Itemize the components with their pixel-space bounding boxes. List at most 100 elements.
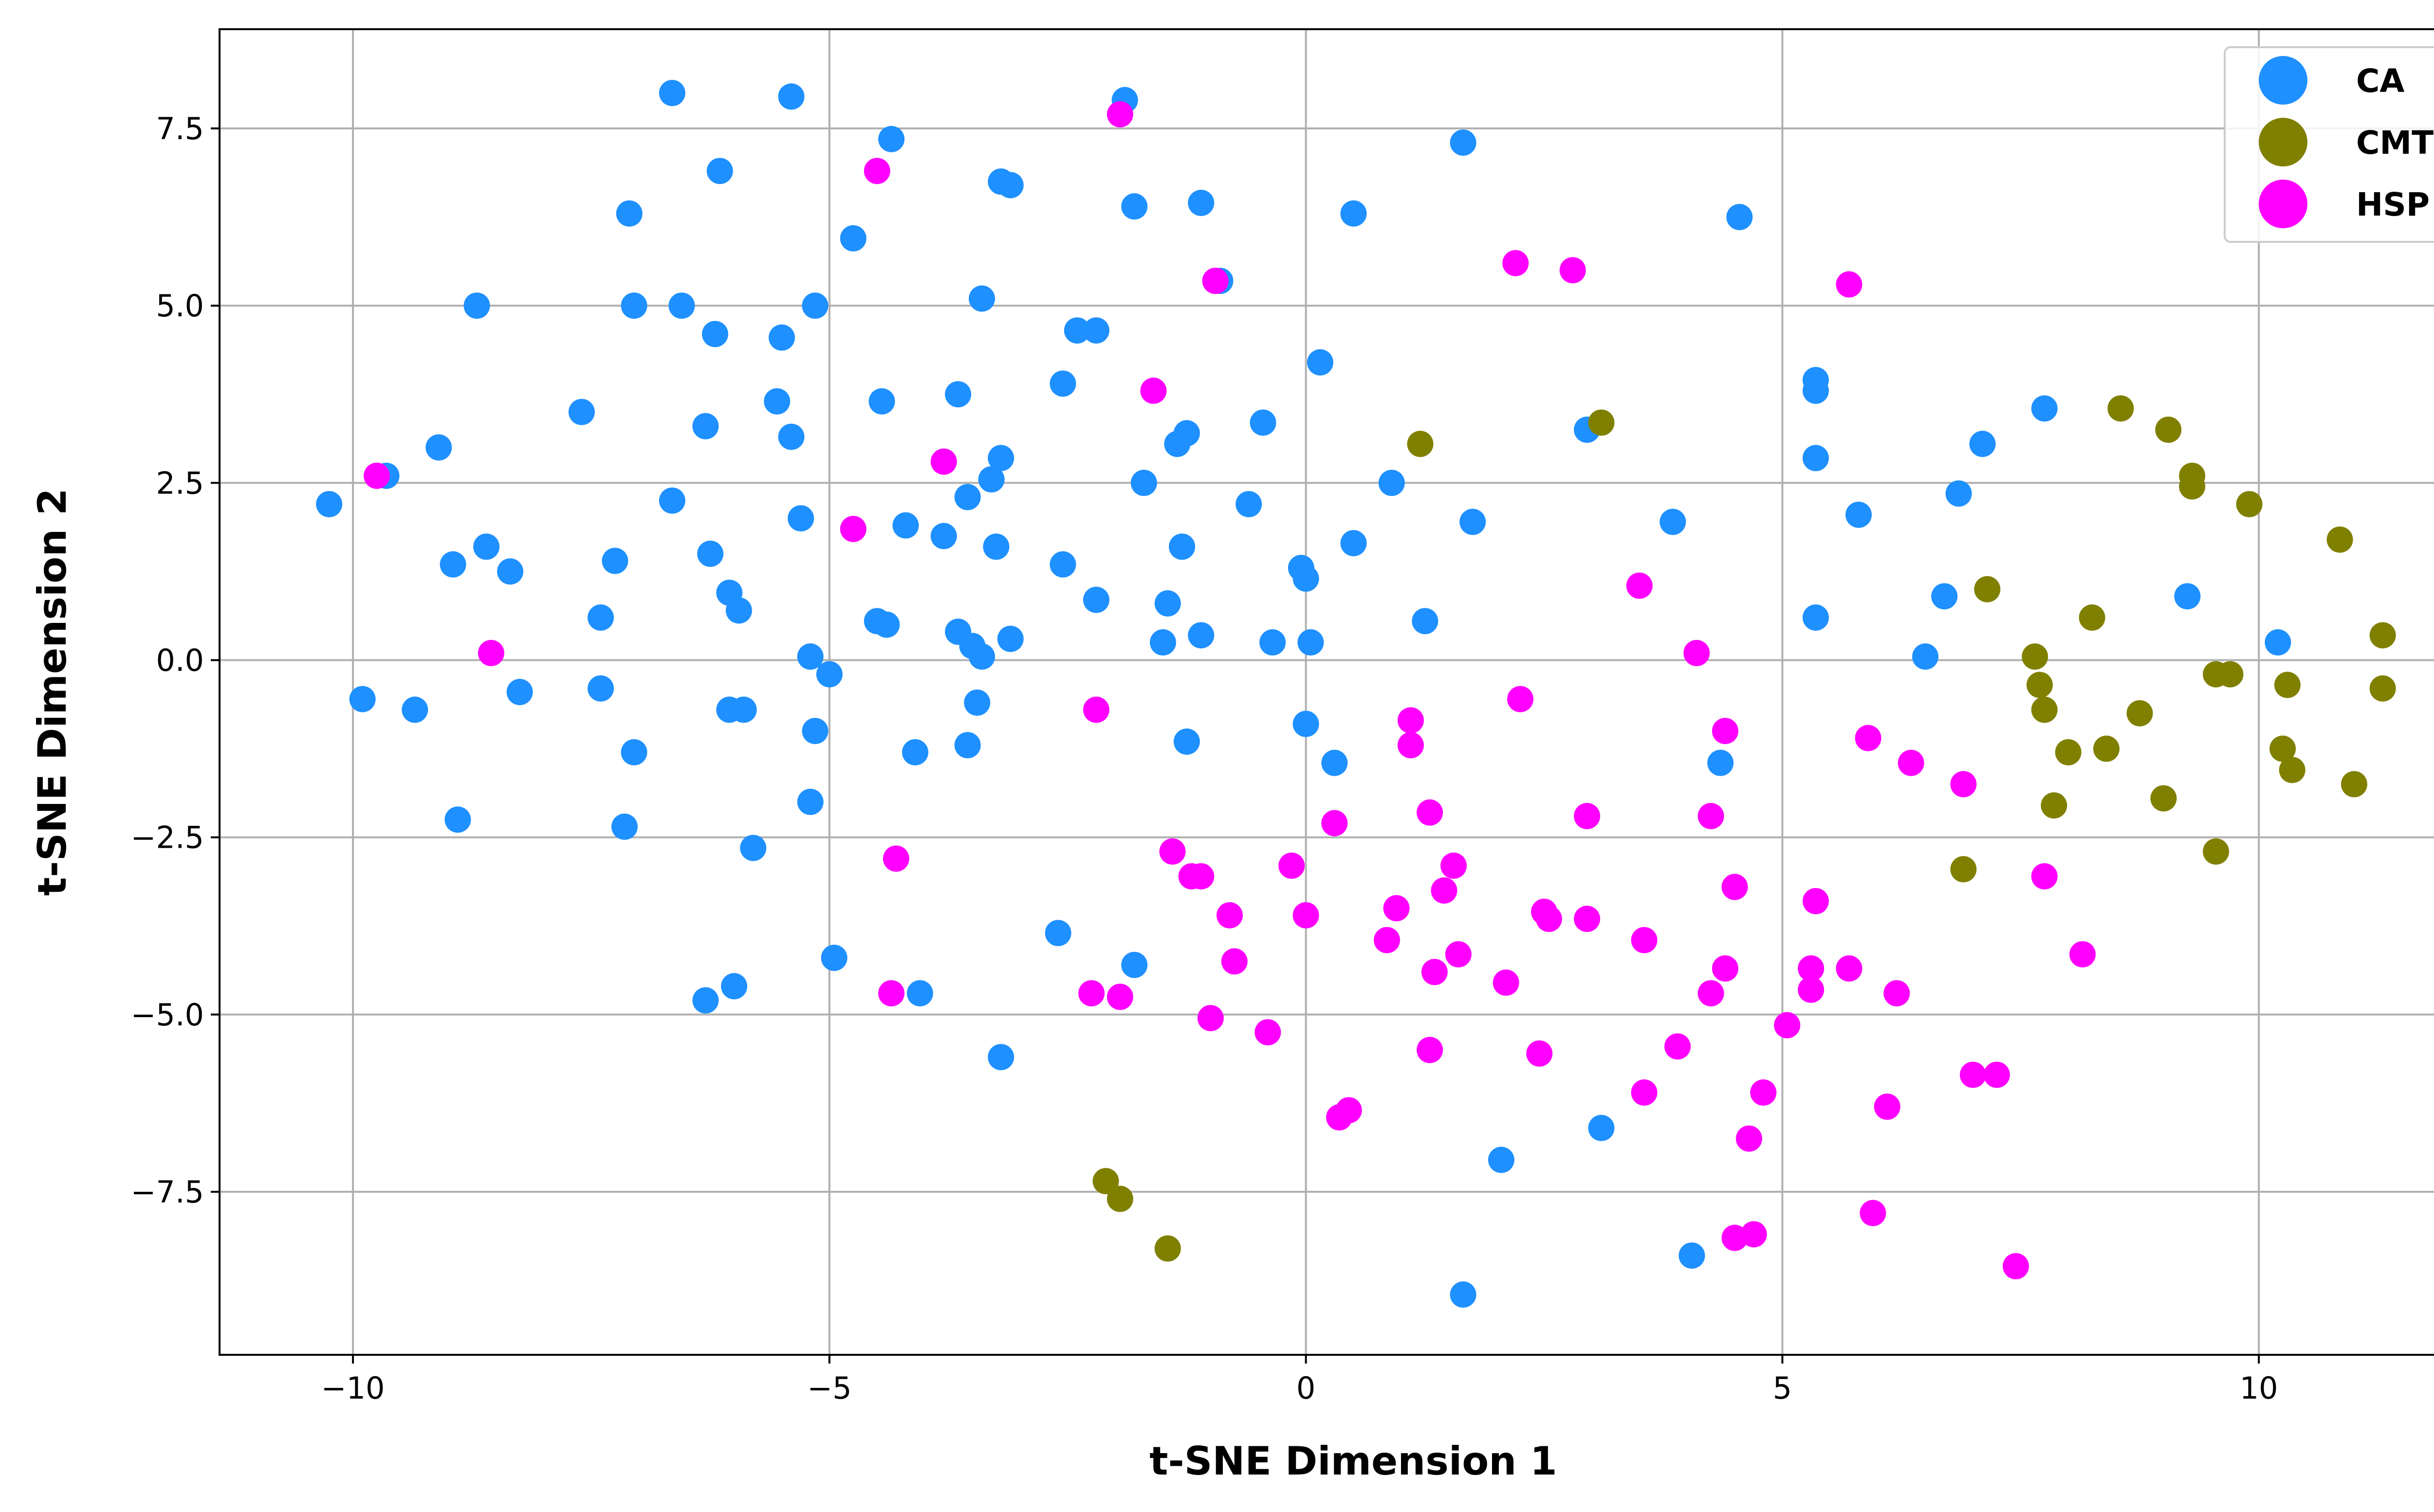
point-cmt bbox=[2150, 785, 2177, 812]
point-ca bbox=[1121, 193, 1148, 220]
point-cmt bbox=[2107, 395, 2134, 422]
point-ca bbox=[701, 321, 728, 347]
x-axis-label: t-SNE Dimension 1 bbox=[1149, 1439, 1557, 1484]
x-tick-label: −10 bbox=[321, 1370, 385, 1406]
point-hsp bbox=[1874, 1093, 1900, 1120]
point-ca bbox=[1678, 1242, 1705, 1269]
point-cmt bbox=[1588, 409, 1615, 436]
point-ca bbox=[1292, 710, 1319, 737]
point-hsp bbox=[1860, 1200, 1886, 1226]
legend: CA CMT HSP bbox=[2224, 46, 2434, 243]
point-ca bbox=[797, 643, 824, 670]
point-hsp bbox=[1526, 1040, 1553, 1067]
point-ca bbox=[997, 172, 1024, 199]
point-hsp bbox=[1626, 572, 1653, 599]
point-ca bbox=[1083, 317, 1109, 344]
point-ca bbox=[1969, 431, 1996, 457]
point-hsp bbox=[1802, 888, 1829, 914]
point-ca bbox=[1802, 377, 1829, 404]
point-ca bbox=[1378, 470, 1405, 496]
point-ca bbox=[983, 533, 1010, 560]
point-hsp bbox=[1421, 959, 1448, 985]
point-ca bbox=[402, 696, 428, 723]
point-hsp bbox=[1574, 906, 1601, 932]
point-hsp bbox=[1631, 1079, 1658, 1106]
point-ca bbox=[463, 292, 490, 319]
point-cmt bbox=[2031, 696, 2058, 723]
point-hsp bbox=[1188, 863, 1215, 890]
point-ca bbox=[1450, 129, 1476, 156]
point-ca bbox=[1660, 509, 1686, 535]
point-hsp bbox=[840, 515, 867, 542]
point-ca bbox=[1945, 480, 1972, 507]
point-ca bbox=[1250, 409, 1276, 436]
point-hsp bbox=[1774, 1012, 1801, 1038]
point-hsp bbox=[1959, 1061, 1986, 1088]
point-cmt bbox=[1974, 576, 2001, 602]
point-cmt bbox=[2026, 672, 2053, 698]
point-cmt bbox=[2155, 417, 2182, 443]
point-hsp bbox=[883, 845, 909, 872]
point-cmt bbox=[2269, 735, 2296, 762]
point-ca bbox=[978, 466, 1005, 492]
point-cmt bbox=[2093, 735, 2120, 762]
point-hsp bbox=[1292, 902, 1319, 929]
point-ca bbox=[668, 292, 695, 319]
point-ca bbox=[473, 533, 500, 560]
point-hsp bbox=[1683, 639, 1710, 666]
point-ca bbox=[440, 551, 466, 578]
point-ca bbox=[1802, 604, 1829, 631]
point-hsp bbox=[1697, 980, 1724, 1007]
point-ca bbox=[568, 399, 595, 425]
point-ca bbox=[778, 83, 805, 110]
point-cmt bbox=[2203, 838, 2230, 865]
point-ca bbox=[969, 285, 996, 312]
point-ca bbox=[997, 625, 1024, 652]
point-ca bbox=[964, 689, 991, 716]
point-ca bbox=[797, 788, 824, 815]
point-hsp bbox=[1664, 1033, 1691, 1060]
point-hsp bbox=[1493, 969, 1519, 996]
point-cmt bbox=[2126, 700, 2153, 727]
y-tick-label: −7.5 bbox=[130, 1174, 204, 1210]
point-ca bbox=[497, 558, 524, 585]
point-ca bbox=[588, 675, 614, 702]
point-ca bbox=[1064, 317, 1090, 344]
point-hsp bbox=[1950, 771, 1977, 798]
point-ca bbox=[788, 505, 814, 532]
point-ca bbox=[1045, 920, 1071, 947]
point-ca bbox=[1292, 565, 1319, 592]
point-ca bbox=[740, 835, 767, 861]
point-ca bbox=[1173, 728, 1200, 755]
point-ca bbox=[1340, 530, 1367, 557]
point-hsp bbox=[2003, 1253, 2029, 1279]
point-ca bbox=[706, 158, 733, 184]
point-ca bbox=[1459, 509, 1486, 535]
point-ca bbox=[697, 540, 724, 567]
point-hsp bbox=[1836, 955, 1862, 982]
point-hsp bbox=[1898, 749, 1924, 776]
point-hsp bbox=[1397, 732, 1424, 759]
point-ca bbox=[988, 445, 1014, 472]
point-cmt bbox=[2217, 661, 2244, 688]
legend-label-hsp: HSP bbox=[2356, 186, 2430, 223]
point-ca bbox=[768, 324, 795, 351]
point-cmt bbox=[2279, 757, 2305, 783]
point-hsp bbox=[1883, 980, 1910, 1007]
point-hsp bbox=[1502, 250, 1529, 276]
point-ca bbox=[1050, 551, 1076, 578]
point-ca bbox=[1845, 501, 1872, 528]
point-ca bbox=[1235, 491, 1262, 517]
point-ca bbox=[902, 739, 929, 765]
point-hsp bbox=[1631, 927, 1658, 953]
y-tick-label: 7.5 bbox=[156, 111, 204, 146]
point-ca bbox=[930, 523, 957, 549]
point-hsp bbox=[878, 980, 905, 1007]
point-ca bbox=[821, 945, 848, 971]
y-tick-label: 5.0 bbox=[156, 288, 204, 324]
point-ca bbox=[621, 292, 647, 319]
y-tick-label: −2.5 bbox=[130, 820, 204, 856]
point-hsp bbox=[1217, 902, 1243, 929]
point-ca bbox=[2174, 583, 2201, 610]
point-ca bbox=[692, 413, 719, 439]
